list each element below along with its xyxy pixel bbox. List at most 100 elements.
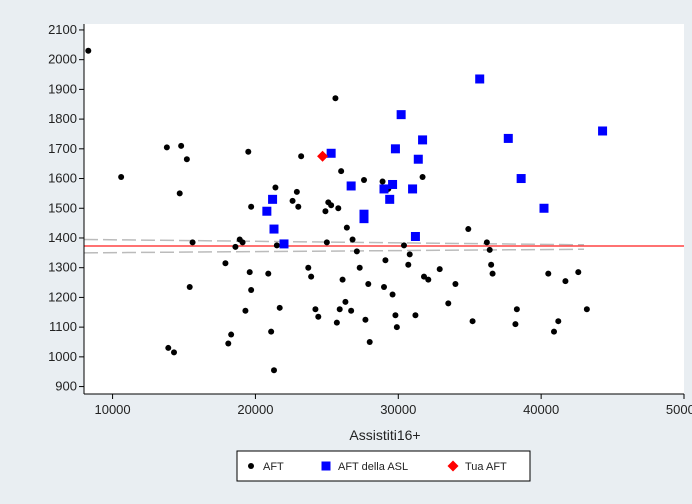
axes: 900 1000 1100 1200 1300 1400 1500 1600 1700 1800 1…	[48, 22, 692, 417]
point-aft	[405, 261, 412, 268]
point-aft	[348, 307, 355, 314]
point-aft	[425, 276, 432, 283]
point-aft	[225, 340, 232, 347]
point-aft	[118, 174, 125, 181]
point-aft	[176, 190, 183, 197]
y-tick-label: 1800	[48, 111, 77, 126]
point-aft-della-asl	[503, 133, 513, 143]
x-tick-label: 40000	[523, 402, 559, 417]
point-aft	[469, 318, 476, 325]
point-aft	[356, 264, 363, 271]
point-aft-della-asl	[379, 184, 389, 194]
point-aft	[248, 203, 255, 210]
point-aft	[315, 313, 322, 320]
point-aft	[436, 266, 443, 273]
point-aft	[419, 174, 426, 181]
y-tick-label: 1300	[48, 260, 77, 275]
point-aft-della-asl	[598, 126, 608, 136]
point-tua-aft	[317, 150, 329, 162]
point-aft	[339, 276, 346, 283]
x-tick-label: 10000	[94, 402, 130, 417]
point-aft	[562, 278, 569, 285]
point-aft	[382, 257, 389, 264]
point-aft	[276, 304, 283, 311]
y-tick-label: 1500	[48, 200, 77, 215]
point-aft	[328, 202, 335, 209]
point-aft	[389, 291, 396, 298]
point-aft	[412, 312, 419, 319]
point-aft-della-asl	[413, 154, 423, 164]
y-tick-label: 1900	[48, 81, 77, 96]
x-tick-label: 30000	[380, 402, 416, 417]
point-aft	[381, 284, 387, 291]
point-aft-della-asl	[475, 74, 485, 84]
point-aft	[489, 270, 496, 277]
data-points	[85, 47, 608, 374]
point-aft	[349, 236, 356, 243]
point-aft-della-asl	[268, 194, 278, 204]
point-aft-della-asl	[408, 184, 418, 194]
point-aft	[575, 269, 582, 276]
point-aft-della-asl	[269, 224, 279, 234]
point-aft	[273, 242, 280, 249]
point-aft	[338, 168, 345, 175]
point-aft-della-asl	[326, 148, 336, 158]
point-aft	[289, 197, 296, 204]
point-aft-della-asl	[262, 206, 272, 216]
point-aft	[271, 367, 277, 374]
point-aft-della-asl	[390, 144, 400, 154]
point-aft-della-asl	[346, 181, 356, 191]
point-aft-della-asl	[516, 174, 526, 184]
point-aft	[545, 270, 552, 277]
point-aft	[401, 242, 407, 249]
point-aft	[488, 261, 495, 268]
point-aft	[452, 281, 459, 288]
point-aft	[555, 318, 562, 325]
reference-lines	[83, 238, 684, 254]
x-axis-label: Assistiti16+	[349, 427, 420, 443]
point-aft	[323, 239, 330, 246]
point-aft	[486, 246, 493, 253]
confidence-band-line	[83, 238, 585, 246]
point-aft	[246, 269, 253, 276]
y-tick-label: 1100	[49, 319, 77, 334]
point-aft-della-asl	[359, 214, 369, 224]
point-aft	[186, 284, 193, 291]
point-aft	[342, 298, 349, 305]
point-aft	[512, 321, 519, 328]
point-aft-della-asl	[396, 110, 406, 120]
point-aft	[343, 224, 350, 231]
point-aft	[312, 306, 319, 313]
point-aft-della-asl	[279, 239, 289, 249]
point-aft	[171, 349, 177, 356]
point-aft	[336, 306, 343, 313]
point-aft	[298, 153, 305, 160]
point-aft	[248, 286, 255, 293]
point-aft	[513, 306, 520, 313]
point-aft	[242, 307, 249, 314]
point-aft	[335, 205, 342, 212]
point-aft	[421, 273, 427, 280]
legend: AFT AFT della ASL Tua AFT	[236, 450, 531, 482]
point-aft	[265, 270, 272, 277]
x-tick-label: 50000	[666, 402, 692, 417]
confidence-band-line	[83, 248, 585, 254]
point-aft-della-asl	[385, 194, 395, 204]
point-aft	[483, 239, 490, 246]
x-tick-label: 20000	[237, 402, 273, 417]
point-aft	[379, 178, 386, 185]
y-tick-label: 1200	[48, 289, 77, 304]
y-tick-label: 1700	[48, 141, 77, 156]
point-aft	[362, 316, 369, 323]
point-aft	[293, 188, 300, 195]
y-tick-label: 2100	[48, 22, 77, 37]
legend-label-aft: AFT	[263, 461, 284, 473]
point-aft	[406, 251, 413, 258]
point-aft	[365, 281, 372, 288]
point-aft	[272, 184, 279, 191]
point-aft	[222, 260, 229, 267]
legend-label-tua-aft: Tua AFT	[465, 461, 507, 473]
legend-label-aft-della-asl: AFT della ASL	[338, 461, 408, 473]
